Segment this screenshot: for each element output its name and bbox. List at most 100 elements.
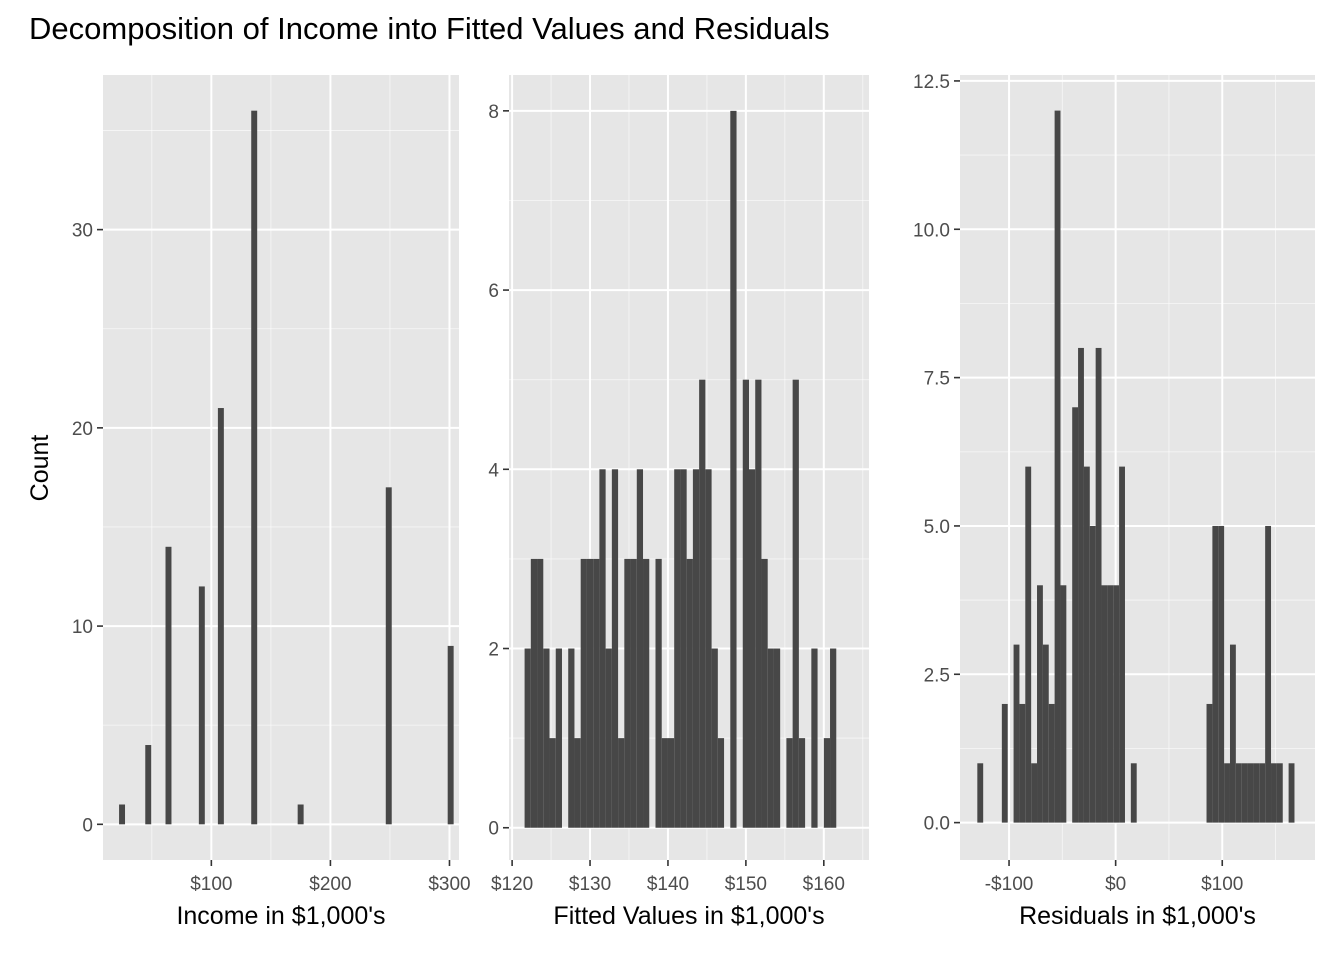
histogram-bar [165,546,172,825]
y-tick-label: 4 [488,460,499,481]
histogram-bar [742,379,749,828]
y-tick-label: 2.5 [924,665,950,686]
y-tick-label: 8 [488,102,499,123]
y-tick-label: 6 [488,281,499,302]
histogram-bar [611,469,619,828]
histogram-bar [1001,703,1008,823]
histogram-bar [618,738,625,828]
histogram-bar [661,738,668,828]
histogram-bar [755,379,762,828]
histogram-bar [1060,585,1067,823]
y-tick-label: 20 [72,419,93,440]
histogram-bar [145,745,152,825]
histogram-bar [251,110,258,825]
histogram-bar [580,558,587,828]
histogram-bar [1078,347,1084,823]
histogram-bar [630,558,637,828]
histogram-bar [1019,703,1026,823]
histogram-bar [811,648,818,828]
y-tick-label: 5.0 [924,517,950,538]
histogram-bar [537,558,544,828]
x-axis-title: Income in $1,000's [176,902,385,930]
histogram-bar [385,487,392,825]
histogram-bar [593,558,600,828]
histogram-bar [1025,466,1032,823]
histogram-bar [555,648,562,828]
histogram-bar [749,469,756,828]
histogram-bar [717,738,725,828]
histogram-bar [655,558,662,828]
histogram-bar [1259,763,1266,823]
histogram-bar [1271,763,1277,823]
histogram-bar [1265,525,1272,823]
histogram-bar [767,648,774,828]
x-tick-label: $300 [428,874,470,895]
histogram-bar [1276,763,1283,823]
histogram-bar [1089,525,1096,823]
y-tick-label: 0 [82,815,93,836]
histogram-bar [792,379,799,828]
panel-income: $100 $200 $300 0 10 20 30 Income in $1,000's [72,75,471,930]
histogram-bar [1229,644,1236,823]
histogram-bar [1048,703,1055,823]
x-tick-label: $100 [1201,874,1243,895]
histogram-bar [119,804,126,825]
histogram-bar [297,804,304,825]
chart-title: Decomposition of Income into Fitted Valu… [29,11,830,46]
x-tick-label: $140 [647,874,689,895]
x-tick-label: $200 [309,874,351,895]
histogram-bar [1119,466,1125,823]
histogram-bar [786,738,793,828]
x-axis-title: Fitted Values in $1,000's [553,902,824,930]
histogram-bar [543,648,550,828]
histogram-bar [667,738,675,828]
histogram-bar [1241,763,1248,823]
histogram-bar [1101,585,1108,823]
histogram-bar [761,558,768,828]
histogram-bar [798,738,806,828]
histogram-bar [705,469,712,828]
panel-background [103,75,459,860]
histogram-bar [1224,763,1230,823]
histogram-bar [711,648,718,828]
histogram-bar [1107,585,1114,823]
x-axis-title: Residuals in $1,000's [1019,902,1256,930]
y-tick-label: 0.0 [924,814,950,835]
histogram-bar [599,469,606,828]
histogram-bar [1095,347,1102,823]
histogram-bar [568,648,575,828]
histogram-bar [574,738,581,828]
y-tick-label: 10.0 [913,220,950,241]
histogram-bar [730,110,737,828]
histogram-bar [1130,763,1137,823]
histogram-bar [1054,110,1061,823]
y-tick-label: 30 [72,221,93,242]
panels: $100 $200 $300 0 10 20 30 Income in $1,000's $12… [72,72,1315,930]
histogram-bar [1212,525,1219,823]
x-tick-label: $0 [1105,874,1126,895]
histogram-bar [823,738,831,828]
histogram-bar [530,558,538,828]
histogram-bar [977,763,984,823]
histogram-bar [1247,763,1254,823]
histogram-bar [524,648,531,828]
histogram-bar [217,408,224,825]
x-tick-label: $100 [190,874,232,895]
histogram-bar [699,379,706,828]
panel-residuals: -$100 $0 $100 0.0 2.5 5.0 7.5 10.0 12.5 Residuals… [913,72,1315,930]
y-tick-label: 0 [488,819,499,840]
y-tick-label: 10 [72,617,93,638]
histogram-bar [1042,644,1049,823]
histogram-bar [773,648,781,828]
y-tick-label: 7.5 [924,369,950,390]
histogram-bar [1253,763,1260,823]
x-tick-label: $120 [491,874,533,895]
y-axis-title: Count [26,435,54,502]
histogram-bar [686,558,693,828]
histogram-bar [624,558,631,828]
x-tick-label: -$100 [985,874,1034,895]
histogram-bar [1113,585,1120,823]
x-tick-label: $130 [569,874,611,895]
histogram-bar [1218,525,1225,823]
